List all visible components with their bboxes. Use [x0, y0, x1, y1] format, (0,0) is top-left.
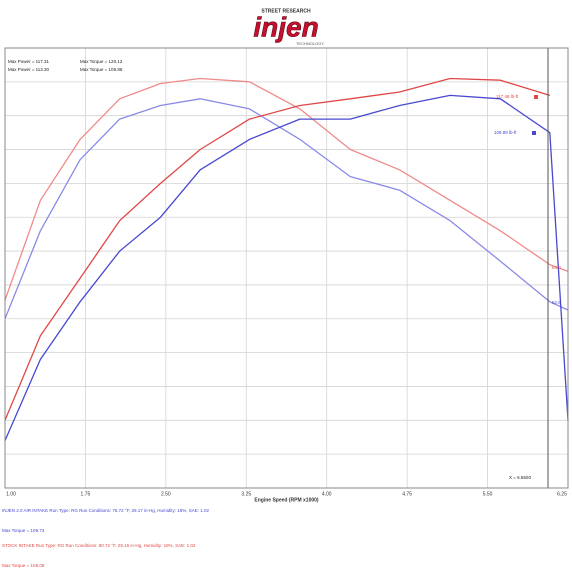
end-marker [532, 131, 536, 135]
end-label: 52.6 [552, 300, 561, 305]
x-tick-label: 3.25 [241, 491, 251, 497]
stat-label: Max Torque = 109.88 [80, 67, 123, 72]
end-label: 64.0 [552, 265, 561, 270]
x-tick-label: 6.25 [557, 491, 567, 497]
x-tick-label: 2.50 [161, 491, 171, 497]
series-line [4, 98, 569, 320]
logo-tagline: STREET RESEARCH [261, 8, 311, 14]
series-line [4, 77, 550, 421]
caption: INJEN 2.0 AIR INTAKE Run Type: RG Run Co… [2, 508, 209, 513]
stat-label: Max Power = 113.30 [8, 67, 50, 72]
x-tick-label: 1.75 [81, 491, 91, 497]
end-label: 109.89 lb-ft [494, 130, 517, 135]
series-line [4, 77, 569, 301]
stat-label: Max Torque = 120.12 [80, 59, 123, 64]
end-marker [534, 95, 538, 99]
cursor-label: X = 6.5500 [509, 475, 531, 480]
series-line [4, 94, 569, 441]
stat-label: Max Power = 117.31 [8, 59, 50, 64]
x-tick-label: 1.00 [6, 491, 16, 497]
x-axis-label: Engine Speed (RPM x1000) [254, 497, 319, 503]
caption: Max Torque = 108.08 [2, 563, 45, 568]
x-tick-label: 5.50 [483, 491, 493, 497]
x-tick-label: 4.75 [402, 491, 412, 497]
x-tick-label: 4.00 [322, 491, 332, 497]
logo-subtitle: TECHNOLOGY [296, 41, 324, 46]
caption: Max Torque = 109.73 [2, 528, 45, 533]
logo: injen [253, 11, 318, 42]
end-label: 117.48 lb-ft [496, 94, 519, 99]
caption: STOCK INTAKE Run Type: RG Run Conditions… [2, 543, 196, 548]
plot-frame [4, 47, 569, 489]
